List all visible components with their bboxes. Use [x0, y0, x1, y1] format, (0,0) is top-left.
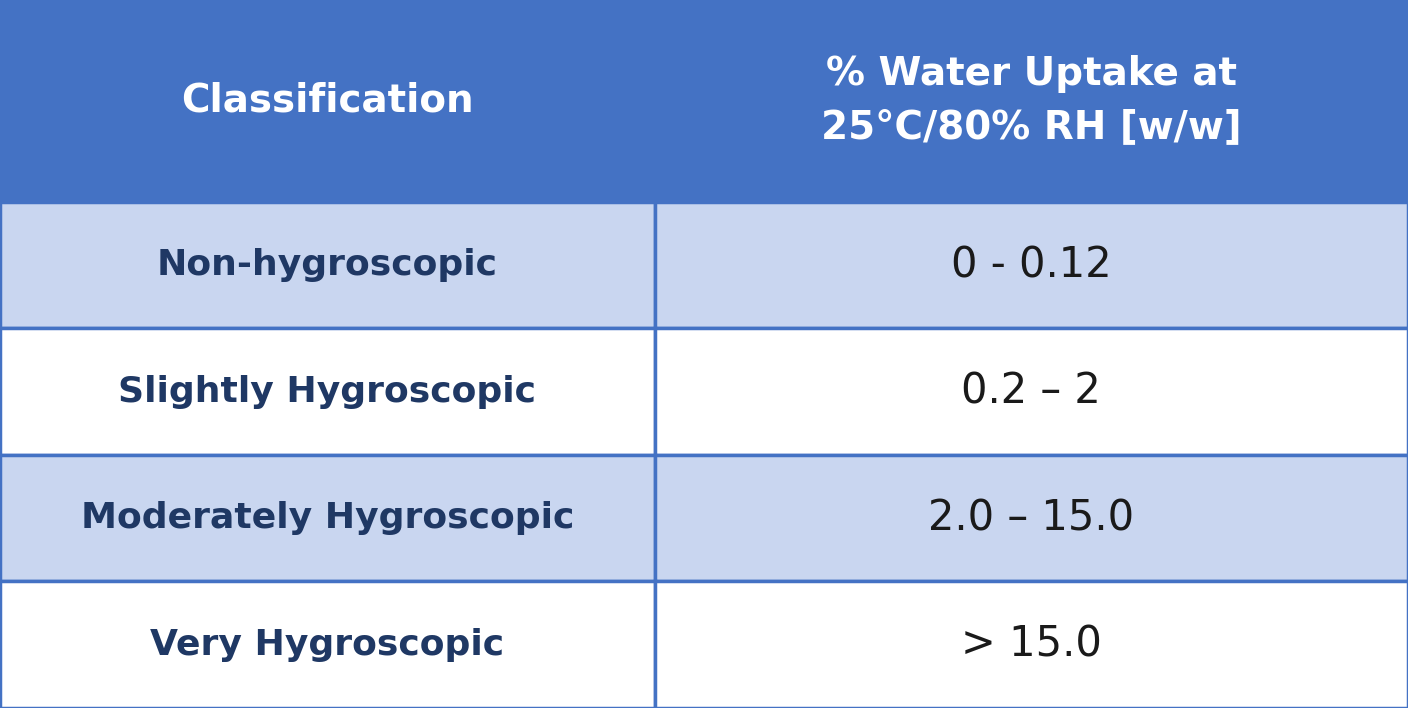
Text: Moderately Hygroscopic: Moderately Hygroscopic: [80, 501, 574, 535]
Text: Classification: Classification: [182, 82, 473, 120]
Text: Slightly Hygroscopic: Slightly Hygroscopic: [118, 375, 536, 409]
FancyBboxPatch shape: [655, 455, 1408, 581]
FancyBboxPatch shape: [655, 581, 1408, 708]
Text: 0 - 0.12: 0 - 0.12: [950, 244, 1112, 286]
Text: > 15.0: > 15.0: [960, 624, 1102, 666]
FancyBboxPatch shape: [655, 329, 1408, 455]
FancyBboxPatch shape: [0, 202, 655, 329]
Text: Very Hygroscopic: Very Hygroscopic: [151, 628, 504, 662]
FancyBboxPatch shape: [0, 581, 655, 708]
Text: 0.2 – 2: 0.2 – 2: [962, 370, 1101, 413]
Text: % Water Uptake at
25°C/80% RH [w/w]: % Water Uptake at 25°C/80% RH [w/w]: [821, 55, 1242, 147]
FancyBboxPatch shape: [0, 329, 655, 455]
FancyBboxPatch shape: [655, 0, 1408, 202]
FancyBboxPatch shape: [0, 455, 655, 581]
Text: 2.0 – 15.0: 2.0 – 15.0: [928, 497, 1135, 539]
FancyBboxPatch shape: [0, 0, 655, 202]
FancyBboxPatch shape: [655, 202, 1408, 329]
Text: Non-hygroscopic: Non-hygroscopic: [156, 248, 498, 282]
